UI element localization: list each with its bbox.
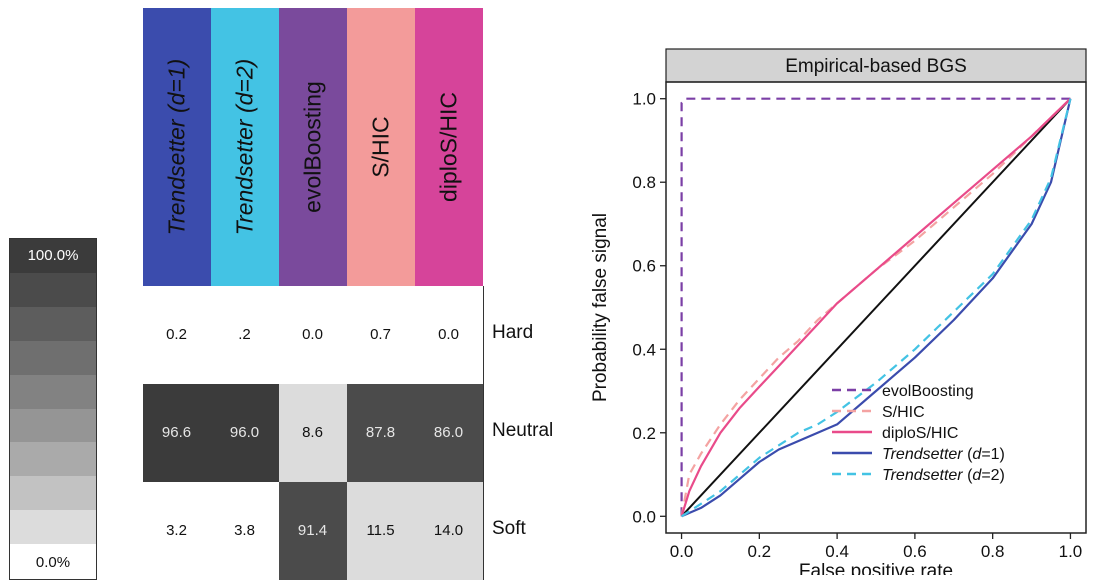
class-label-hard: Hard [492,322,534,343]
roc-chart: Empirical-based BGS 0.0 0.2 0.4 0.6 0.8 1.0 0.0… [590,48,1087,575]
matrix-cell: 0.0 [278,285,347,384]
method-header: S/HIC [347,8,415,286]
matrix-cell: 0.2 [142,285,211,384]
y-axis-label: Probability false signal [590,213,611,402]
x-tick-label: 1.0 [1059,542,1083,561]
legend-entry: Trendsetter (d=1) [882,446,1005,463]
color-scale-step [10,476,96,511]
color-scale-min-label: 0.0% [35,554,71,571]
matrix-cell: 0.0 [414,285,483,384]
series-line-trendsetter-d-1- [681,98,1072,518]
matrix-cell: 86.0 [414,383,483,482]
matrix-cell: 91.4 [278,481,347,580]
chart-title: Empirical-based BGS [785,56,967,77]
method-header: evolBoosting [279,8,347,286]
x-tick-label: 0.2 [748,542,772,561]
legend-entry: diploS/HIC [882,425,958,442]
matrix-cell: 14.0 [414,481,483,580]
x-tick-label: 0.4 [825,542,849,561]
y-tick-label: 0.2 [632,424,656,443]
method-header: diploS/HIC [415,8,483,286]
matrix-cell: 8.6 [278,383,347,482]
series-line-diplos-hic [680,97,1072,517]
method-header-label: evolBoosting [299,81,326,213]
series-line-s-hic [680,97,1072,517]
legend-entry: Trendsetter (d=2) [882,467,1005,484]
legend-entry: S/HIC [882,404,925,421]
matrix-cell: 3.8 [210,481,279,580]
color-scale-step [10,340,96,376]
matrix-cell: 87.8 [346,383,415,482]
method-header-label: Trendsetter (d=1) [163,58,190,236]
color-scale-step [10,239,96,274]
color-scale-step [10,272,96,308]
matrix-cell: 3.2 [142,481,211,580]
class-label-soft: Soft [492,518,526,539]
method-header: Trendsetter (d=2) [211,8,279,286]
y-tick-label: 0.0 [632,507,656,526]
method-header-label: diploS/HIC [435,92,462,202]
color-scale-step [10,408,96,443]
color-scale-max-label: 100.0% [27,247,79,264]
color-scale-step [10,510,96,545]
method-header: Trendsetter (d=1) [143,8,211,286]
method-header-label: S/HIC [367,116,394,178]
y-tick-label: 0.8 [632,173,656,192]
matrix-cell: .2 [210,285,279,384]
y-tick-label: 0.4 [632,340,656,359]
y-tick-label: 1.0 [632,90,656,109]
color-scale-step [10,544,96,579]
legend-entry: evolBoosting [882,383,974,400]
confusion-matrix: 0.2.2 0.0 0.7 0.0 96.6 96.0 8.6 87.8 86.0 3.2 3.8 9… [142,285,484,580]
class-label-neutral: Neutral [492,420,554,441]
x-tick-label: 0.8 [981,542,1005,561]
matrix-cell: 96.6 [142,383,211,482]
matrix-cell: 11.5 [346,481,415,580]
x-tick-label: 0.6 [903,542,927,561]
x-tick-label: 0.0 [670,542,694,561]
plot-frame [665,81,1087,534]
matrix-cell: 0.7 [346,285,415,384]
color-scale-step [10,442,96,477]
color-scale-legend [9,238,97,580]
color-scale-step [10,374,96,409]
method-header-label: Trendsetter (d=2) [231,58,258,236]
x-axis-label: False positive rate [799,561,953,575]
y-tick-label: 0.6 [632,257,656,276]
color-scale-step [10,306,96,342]
reference-diagonal-line [680,98,1072,517]
matrix-cell: 96.0 [210,383,279,482]
